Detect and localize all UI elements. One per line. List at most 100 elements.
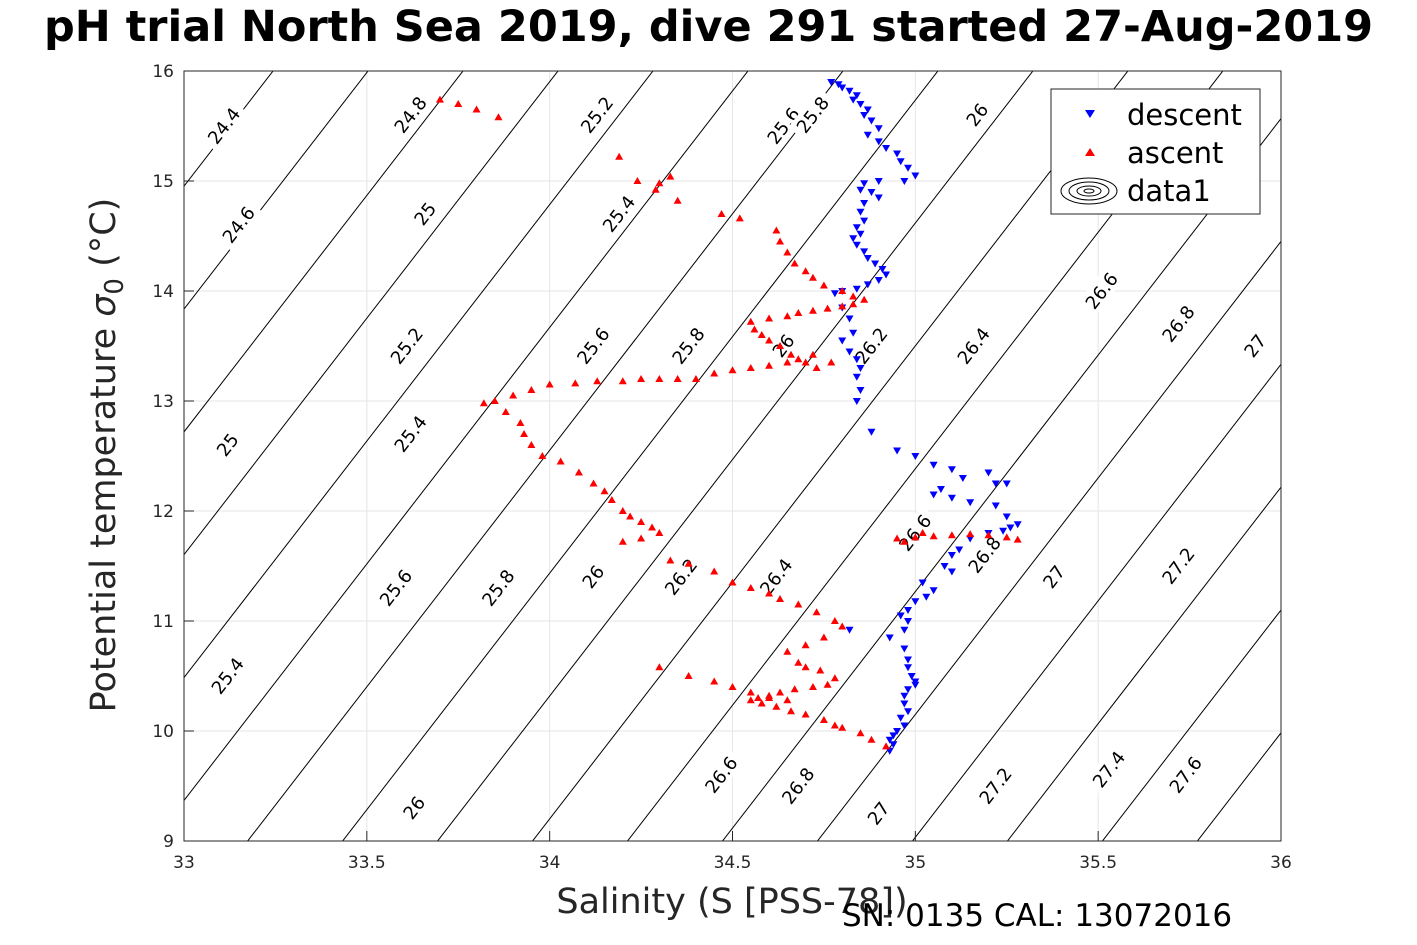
descent-point: [867, 117, 876, 125]
ascent-point: [801, 267, 810, 275]
ascent-point: [589, 479, 598, 487]
descent-point: [885, 634, 894, 642]
contour-label-bg: [696, 747, 745, 801]
contour-label-bg: [1161, 747, 1210, 801]
isopycnal-line: [184, 71, 559, 556]
descent-point: [904, 686, 913, 694]
ascent-point: [929, 532, 938, 540]
ascent-point: [801, 358, 810, 366]
contour-label-bg: [860, 795, 896, 831]
isopycnal-line: [911, 363, 1281, 841]
ascent-point: [556, 457, 565, 465]
descent-point: [860, 112, 869, 119]
descent-point: [893, 150, 902, 158]
ascent-point: [838, 723, 847, 731]
ascent-point: [801, 663, 810, 671]
ascent-point: [516, 419, 525, 426]
ascent-point: [776, 237, 785, 245]
descent-point: [1002, 480, 1011, 488]
contour-label-bg: [1084, 742, 1133, 796]
contour-label-bg: [407, 195, 442, 232]
x-tick-label: 34.5: [714, 853, 752, 873]
descent-point: [936, 486, 945, 493]
descent-point: [860, 180, 869, 188]
descent-point: [889, 741, 898, 749]
descent-point: [849, 96, 858, 104]
contour-label-bg: [960, 527, 1009, 581]
descent-point: [907, 673, 916, 680]
ascent-point: [819, 633, 828, 641]
contour-label-bg: [199, 98, 248, 152]
descent-point: [882, 271, 891, 279]
contour-label-bg: [203, 648, 252, 702]
ascent-point: [472, 105, 481, 113]
ascent-point: [717, 210, 726, 217]
ascent-point: [710, 369, 719, 377]
ascent-point: [808, 350, 817, 358]
ascent-point: [808, 273, 817, 281]
descent-point: [911, 681, 920, 689]
ascent-point: [776, 688, 785, 696]
x-ticks: 33 33.5 34 34.5 35 35.5 36: [173, 831, 1292, 873]
legend-descent-marker: [1085, 110, 1095, 118]
ascent-point: [765, 589, 774, 597]
descent-point: [849, 329, 858, 337]
descent-point: [845, 315, 854, 323]
y-axis-label: Potential temperature σ0 (°C): [84, 198, 130, 713]
contour-label-bg: [758, 98, 807, 152]
y-tick-label: 9: [163, 832, 174, 852]
ascent-point: [655, 375, 664, 382]
descent-point: [896, 158, 905, 166]
ascent-point: [765, 361, 774, 369]
descent-point: [904, 664, 913, 672]
descent-point: [852, 373, 861, 381]
isopycnal-line: [184, 71, 369, 310]
contour-label-bg: [214, 197, 263, 251]
isopycnal-line: [184, 71, 274, 187]
descent-point: [874, 277, 883, 284]
legend-data1-contour-icon: [1060, 177, 1118, 205]
ascent-point: [947, 531, 956, 539]
ascent-point: [838, 622, 847, 630]
ascent-point: [819, 281, 828, 289]
ascent-point: [808, 306, 817, 314]
ascent-point: [684, 672, 693, 679]
ascent-point: [765, 336, 774, 344]
legend: descent ascent data1: [1050, 88, 1261, 215]
descent-point: [922, 593, 931, 601]
contour-label-bg: [568, 318, 617, 372]
ascent-point: [490, 397, 499, 404]
ascent-point: [794, 600, 803, 608]
descent-point: [955, 546, 964, 554]
ascent-point: [571, 379, 580, 387]
descent-point: [863, 281, 872, 289]
ascent-point: [648, 523, 657, 531]
chart-title: pH trial North Sea 2019, dive 291 starte…: [43, 2, 1374, 52]
descent-point: [991, 502, 1000, 510]
descent-point: [860, 248, 869, 256]
descent-point: [860, 200, 869, 207]
ascent-point: [830, 617, 839, 624]
ascent-point: [783, 312, 792, 320]
ascent-point: [1002, 533, 1011, 541]
ascent-point: [527, 441, 536, 448]
descent-point: [856, 101, 865, 108]
ascent-point: [618, 537, 627, 545]
ascent-point: [545, 380, 554, 388]
ascent-point: [801, 710, 810, 718]
ascent-point: [435, 95, 444, 103]
descent-point: [845, 348, 854, 356]
ascent-point: [750, 325, 759, 333]
ascent-point: [867, 735, 876, 743]
descent-point: [966, 499, 975, 507]
descent-point: [904, 164, 913, 172]
descent-point: [885, 747, 894, 755]
ascent-point: [637, 534, 646, 542]
contour-label-bg: [209, 426, 245, 463]
descent-point: [904, 618, 913, 625]
ascent-point: [454, 100, 463, 107]
ascent-point: [710, 677, 719, 685]
x-tick-label: 33: [173, 853, 195, 873]
ascent-point: [849, 300, 858, 308]
y-tick-label: 12: [152, 502, 174, 522]
